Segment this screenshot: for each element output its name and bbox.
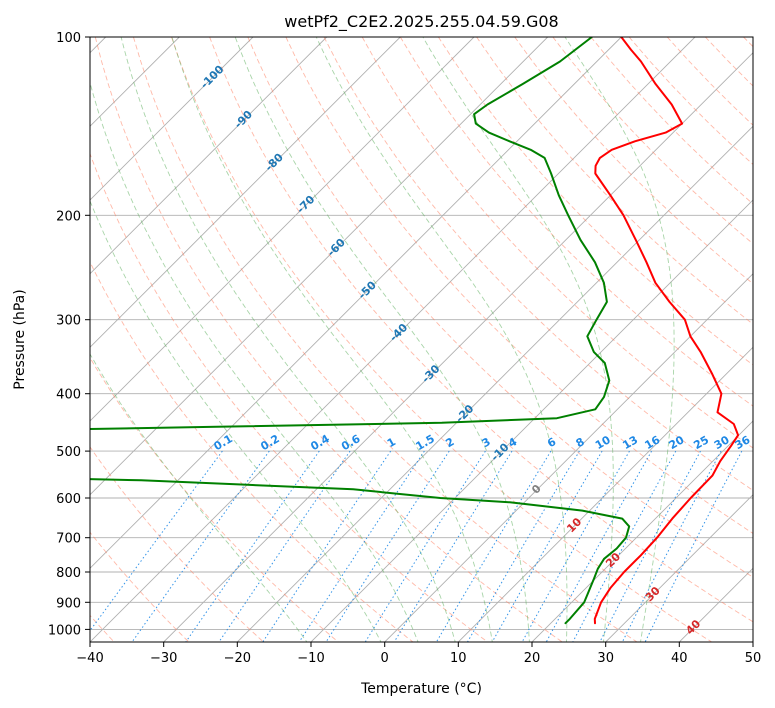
isotherm-line [90, 37, 549, 496]
moist-adiabat-line [120, 37, 456, 642]
y-tick-label: 800 [56, 566, 81, 581]
x-tick-label: −30 [150, 651, 177, 666]
temperature-profile-line [593, 37, 740, 625]
moist-adiabat-line [234, 37, 530, 642]
y-tick-label: 1000 [48, 623, 81, 638]
isotherm-line [90, 37, 696, 642]
x-tick-label: −40 [76, 651, 103, 666]
y-tick-label: 300 [56, 314, 81, 329]
isotherm-line [90, 37, 475, 422]
moist-adiabat-line [90, 353, 308, 642]
mixing-ratio-line [644, 450, 743, 642]
mixing-ratio-line [572, 450, 677, 642]
background-lines [90, 37, 753, 642]
dry-adiabat-line [90, 261, 414, 642]
isotherm-line [457, 346, 753, 642]
y-tick-label: 900 [56, 596, 81, 611]
mixing-ratio-line [393, 450, 513, 642]
dry-adiabat-line [90, 152, 489, 642]
isotherm-line [90, 37, 254, 201]
dry-adiabat-line [94, 37, 564, 642]
x-tick-label: 30 [597, 651, 614, 666]
moist-adiabat-line [422, 37, 614, 642]
dry-adiabat-line [285, 37, 753, 535]
isotherm-line [90, 37, 328, 275]
dry-adiabat-line [247, 37, 753, 578]
y-tick-label: 500 [56, 445, 81, 460]
isotherm-line [384, 273, 753, 642]
y-tick-label: 100 [56, 31, 81, 46]
mixing-ratio-line [262, 450, 392, 642]
x-tick-label: −20 [224, 651, 251, 666]
x-tick-label: 50 [745, 651, 762, 666]
x-tick-label: −10 [297, 651, 324, 666]
mixing-ratio-line [491, 450, 603, 642]
y-tick-label: 600 [56, 492, 81, 507]
isotherm-line [236, 125, 753, 642]
chart-title: wetPf2_C2E2.2025.255.04.59.G08 [284, 12, 558, 32]
y-tick-label: 200 [56, 209, 81, 224]
dry-adiabat-line [171, 37, 713, 642]
dry-adiabat-line [90, 446, 265, 642]
x-axis-title: Temperature (°C) [360, 681, 482, 697]
dry-adiabat-line [90, 356, 339, 642]
y-axis-title: Pressure (hPa) [12, 289, 28, 389]
dry-adiabat-line [323, 37, 753, 491]
isotherm-line [163, 52, 753, 642]
moist-adiabat-line [171, 37, 493, 642]
x-tick-label: 40 [671, 651, 688, 666]
x-tick-label: 0 [381, 651, 389, 666]
mixing-ratio-line [466, 450, 580, 642]
axes: −40 −30 −20 −10 0 10 20 30 40 50 100 200 300 400 500 60… [48, 31, 761, 666]
mixing-ratio-line [131, 450, 270, 642]
moist-adiabat-line [564, 37, 675, 642]
dry-adiabat-line [209, 37, 753, 623]
y-tick-label: 700 [56, 532, 81, 547]
moist-adiabat-line [90, 199, 382, 642]
dewpoint-profile-line [90, 37, 631, 625]
isotherm-line [531, 420, 753, 642]
moist-adiabat-line [90, 80, 419, 642]
y-tick-label: 400 [56, 388, 81, 403]
mixing-ratio-line [621, 450, 722, 642]
isotherm-line [90, 37, 401, 348]
isotherm-line [90, 37, 622, 569]
plot-frame [89, 36, 754, 643]
x-tick-label: 10 [450, 651, 467, 666]
profile-lines [90, 37, 740, 625]
mixing-ratio-line [364, 450, 486, 642]
mixing-ratio-line [298, 450, 425, 642]
x-tick-label: 20 [524, 651, 541, 666]
dry-adiabat-line [132, 37, 638, 642]
isotherm-line [605, 494, 753, 642]
